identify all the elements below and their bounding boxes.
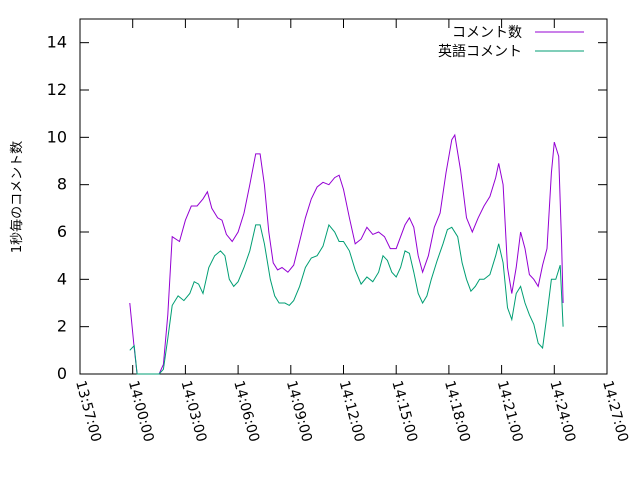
y-tick-label: 4 [57,269,67,288]
y-tick-label: 12 [47,80,67,99]
legend-label-2: 英語コメント [438,43,522,60]
x-tick-label: 14:15:00 [388,379,420,444]
x-tick-label: 14:00:00 [125,379,157,444]
legend-label-1: コメント数 [452,25,522,41]
y-tick-label: 10 [47,127,67,146]
series-layer [129,133,564,375]
x-tick-label: 13:57:00 [72,379,104,444]
y-tick-label: 2 [57,317,67,336]
plot-area [79,18,608,375]
x-tick-label: 14:09:00 [283,379,315,444]
plot-border [79,18,608,375]
y-tick-label: 8 [57,175,67,194]
y-tick-label: 14 [47,33,67,52]
x-tick-label: 14:18:00 [441,379,473,444]
y-tick-label: 0 [57,364,67,383]
x-tick-label: 14:21:00 [494,379,526,444]
y-axis-label: 1秒毎のコメント数 [9,141,25,253]
x-axis: 13:57:00 14:00:00 14:03:00 14:06:00 14:09:00… [72,19,631,444]
series-line-2 [129,223,564,375]
series-line-1 [129,133,564,375]
x-tick-label: 14:06:00 [230,379,262,444]
y-axis: 0 2 4 6 8 10 12 14 [47,33,607,383]
x-tick-label: 14:03:00 [178,379,210,444]
x-tick-label: 14:27:00 [599,379,631,444]
x-tick-label: 14:12:00 [336,379,368,444]
x-tick-label: 14:24:00 [546,379,578,444]
y-tick-label: 6 [57,222,67,241]
